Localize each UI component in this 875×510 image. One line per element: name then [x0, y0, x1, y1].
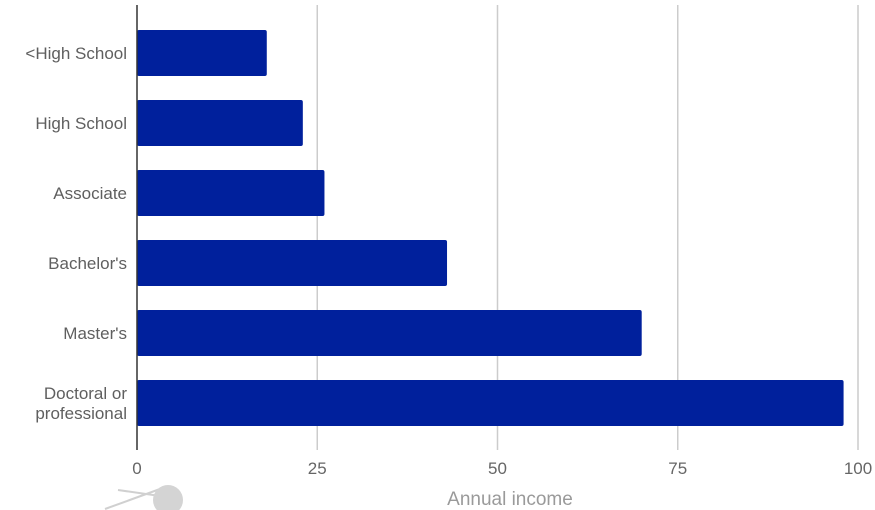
x-tick-label: 100 [844, 459, 872, 478]
bar [137, 170, 325, 216]
bar [137, 310, 642, 356]
category-labels: <High School High School Associate Bachelor… [25, 44, 127, 423]
x-axis-title: Annual income [447, 489, 573, 510]
x-tick-label: 50 [488, 459, 507, 478]
x-tick-label: 75 [668, 459, 687, 478]
bar [137, 380, 844, 426]
x-tick-label: 0 [132, 459, 141, 478]
category-label: High School [35, 114, 127, 133]
x-tick-label: 25 [308, 459, 327, 478]
bars [137, 30, 844, 426]
x-tick-labels: 0 25 50 75 100 [132, 459, 872, 478]
category-label: Doctoral or professional [35, 384, 127, 423]
category-label: Associate [53, 184, 127, 203]
bar [137, 100, 303, 146]
bar [137, 30, 267, 76]
gridlines [316, 5, 859, 450]
category-label: Bachelor's [48, 254, 127, 273]
category-label: Master's [63, 324, 127, 343]
category-label: <High School [25, 44, 127, 63]
bar [137, 240, 448, 286]
decorative-pointer [104, 485, 183, 510]
